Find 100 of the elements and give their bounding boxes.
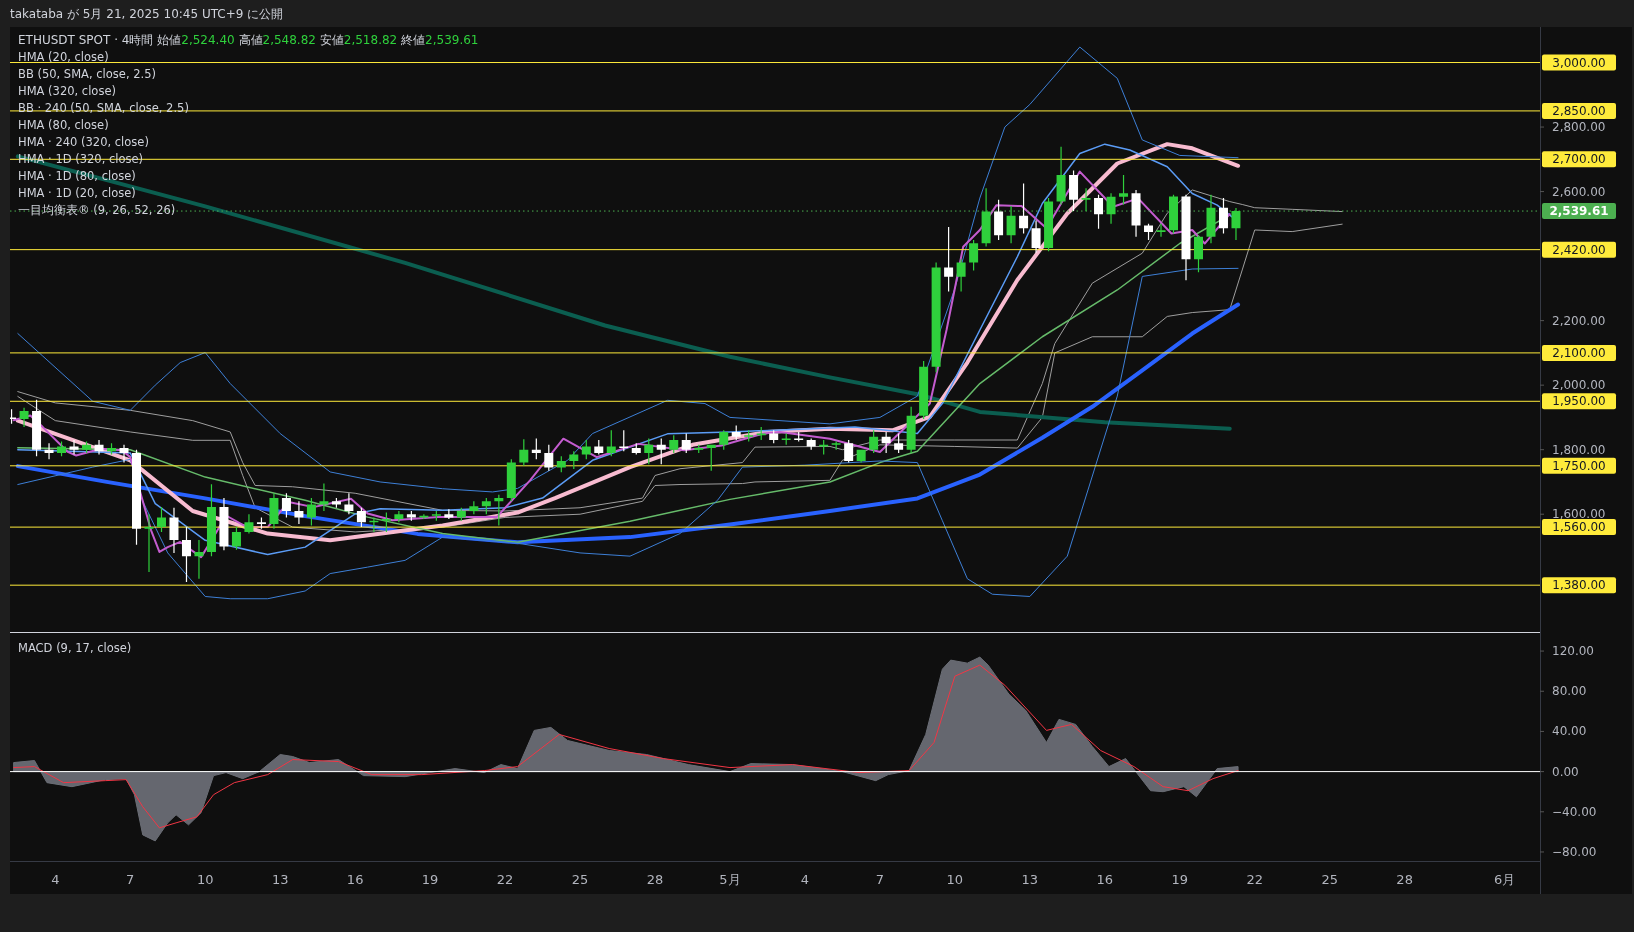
candlestick bbox=[519, 439, 529, 466]
candlestick bbox=[869, 430, 879, 453]
candlestick bbox=[894, 433, 904, 453]
x-tick-label: 7 bbox=[126, 871, 135, 887]
line-series bbox=[15, 302, 1241, 545]
y-tick-label: 1,600.00 bbox=[1552, 507, 1606, 522]
candlestick bbox=[256, 517, 266, 529]
candlestick bbox=[156, 507, 166, 532]
candlestick bbox=[506, 459, 516, 502]
annotation: HMA · 1D (20, close) bbox=[18, 186, 136, 200]
candlestick bbox=[1056, 146, 1066, 205]
x-tick-label: 10 bbox=[196, 871, 214, 887]
annotation: MACD (9, 17, close) bbox=[18, 641, 132, 655]
x-tick-label: 16 bbox=[1096, 871, 1114, 887]
annotation: HMA (20, close) bbox=[18, 50, 109, 64]
candlestick bbox=[381, 512, 391, 532]
candlestick bbox=[406, 510, 416, 521]
ref-line-label: 1,950.00 bbox=[1552, 394, 1606, 409]
ref-line-label: 2,100.00 bbox=[1552, 345, 1606, 360]
y-tick-label: 40.00 bbox=[1552, 724, 1587, 739]
candlestick bbox=[694, 444, 704, 453]
text: ETHUSDT SPOT · 4時間 始値2,524.40 高値2,548.82 安値2,518.82 終値2,539.61 bbox=[18, 33, 479, 47]
candlestick bbox=[969, 239, 979, 271]
candlestick bbox=[556, 456, 566, 473]
candlestick bbox=[919, 360, 929, 420]
y-tick-label: 2,200.00 bbox=[1552, 313, 1606, 328]
candlestick bbox=[144, 514, 154, 572]
ref-line-label: 2,539.61 bbox=[1549, 204, 1609, 219]
candlestick bbox=[981, 188, 991, 247]
candlestick bbox=[1131, 189, 1141, 237]
candlestick bbox=[1194, 235, 1203, 273]
x-tick-label: 13 bbox=[1021, 871, 1039, 887]
candlestick bbox=[831, 441, 841, 450]
candlestick bbox=[1081, 188, 1091, 211]
candlestick bbox=[1044, 198, 1054, 252]
candlestick bbox=[944, 227, 954, 292]
candlestick bbox=[456, 507, 466, 521]
y-tick-label: 2,000.00 bbox=[1552, 378, 1606, 393]
candlestick bbox=[856, 449, 866, 463]
candlestick bbox=[669, 435, 679, 453]
x-tick-label: 25 bbox=[1321, 871, 1338, 887]
y-tick-label: 0.00 bbox=[1552, 764, 1579, 779]
x-tick-label: 19 bbox=[421, 871, 439, 887]
candlestick bbox=[956, 259, 966, 292]
candlestick bbox=[1094, 194, 1104, 229]
candlestick bbox=[1119, 175, 1129, 205]
candlestick bbox=[44, 443, 54, 460]
candlestick bbox=[619, 430, 629, 452]
candlestick bbox=[169, 507, 179, 553]
candlestick bbox=[631, 443, 641, 455]
candlestick bbox=[1144, 223, 1154, 240]
line-series bbox=[15, 154, 1232, 431]
candlestick bbox=[469, 501, 479, 515]
candlestick bbox=[69, 440, 79, 455]
candlestick bbox=[356, 507, 366, 528]
x-tick-label: 7 bbox=[875, 871, 885, 887]
candlestick bbox=[32, 399, 42, 457]
candlestick bbox=[1106, 193, 1116, 224]
candlestick bbox=[994, 199, 1004, 240]
x-tick-label: 19 bbox=[1171, 871, 1189, 887]
candlestick bbox=[231, 527, 241, 550]
candlestick bbox=[444, 509, 454, 520]
candlestick bbox=[306, 498, 316, 526]
candlestick bbox=[344, 493, 354, 515]
y-tick-label: 2,600.00 bbox=[1552, 184, 1606, 199]
candlestick bbox=[606, 430, 616, 457]
ref-line-label: 1,380.00 bbox=[1552, 578, 1606, 593]
candlestick bbox=[181, 527, 191, 582]
candlestick bbox=[294, 501, 304, 524]
candlestick bbox=[481, 498, 491, 515]
ref-line-label: 3,000.00 bbox=[1552, 55, 1606, 70]
candlestick bbox=[1019, 183, 1029, 234]
candlestick bbox=[1231, 208, 1241, 240]
candlestick bbox=[531, 438, 541, 460]
ref-line-label: 1,560.00 bbox=[1552, 520, 1606, 535]
annotation: HMA (80, close) bbox=[18, 118, 109, 132]
x-tick-label: 4 bbox=[51, 871, 60, 887]
candlestick bbox=[656, 438, 666, 465]
candlestick bbox=[57, 441, 67, 457]
candlestick bbox=[431, 510, 441, 521]
candlestick bbox=[581, 440, 591, 460]
ref-line-label: 2,850.00 bbox=[1552, 103, 1606, 118]
ref-line-label: 2,700.00 bbox=[1552, 152, 1606, 167]
candlestick bbox=[1006, 206, 1016, 244]
annotation: HMA · 1D (80, close) bbox=[18, 169, 136, 183]
x-tick-label: 13 bbox=[271, 871, 289, 887]
candlestick bbox=[394, 510, 404, 523]
candlestick bbox=[1156, 223, 1166, 237]
candlestick bbox=[19, 407, 29, 428]
candlestick bbox=[281, 493, 291, 518]
candlestick bbox=[219, 498, 229, 551]
x-tick-label: 28 bbox=[646, 871, 664, 887]
candlestick bbox=[194, 540, 204, 579]
x-tick-label: 28 bbox=[1396, 871, 1413, 887]
line-series bbox=[17, 267, 1239, 600]
candlestick bbox=[719, 430, 729, 450]
ref-line-label: 2,420.00 bbox=[1552, 242, 1606, 257]
x-tick-label: 4 bbox=[800, 871, 810, 887]
candlestick bbox=[844, 440, 854, 463]
candlestick bbox=[644, 438, 654, 465]
